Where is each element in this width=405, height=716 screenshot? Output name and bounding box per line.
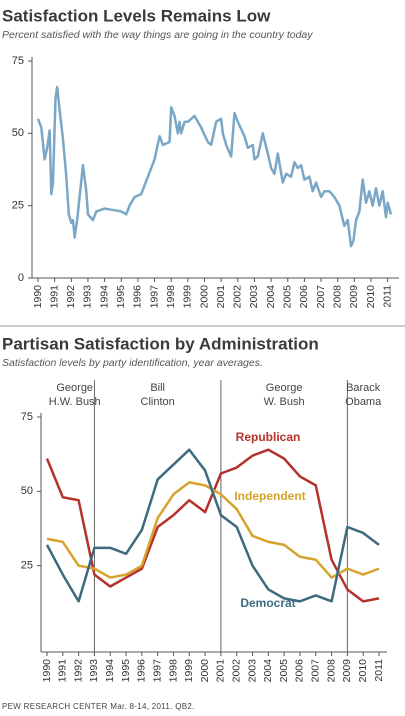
x-tick-label: 2004: [265, 285, 277, 309]
x-tick-label: 2011: [373, 659, 385, 682]
administration-label: Bill: [150, 382, 165, 394]
x-tick-label: 2011: [381, 285, 393, 308]
source: PEW RESEARCH CENTER Mar. 8-14, 2011. QB2…: [2, 702, 195, 711]
x-tick-label: 2002: [230, 659, 242, 683]
x-tick-label: 2010: [365, 285, 377, 309]
x-tick-label: 1991: [48, 285, 60, 309]
chart-subtitle: Satisfaction levels by party identificat…: [2, 357, 263, 369]
x-tick-label: 2006: [294, 659, 306, 683]
y-tick-label: 0: [18, 272, 24, 284]
x-tick-label: 1997: [151, 659, 163, 683]
x-tick-label: 1995: [115, 285, 127, 309]
x-tick-label: 2000: [199, 659, 211, 683]
y-tick-label: 75: [12, 55, 24, 67]
x-tick-label: 1999: [182, 285, 194, 309]
x-tick-label: 2003: [246, 659, 258, 683]
series-line: [46, 481, 380, 579]
x-tick-label: 2001: [215, 285, 227, 309]
y-tick-label: 25: [12, 200, 24, 212]
series-label: Democrat: [240, 596, 295, 610]
y-tick-label: 50: [21, 485, 33, 497]
series-label: Republican: [236, 430, 301, 444]
x-tick-label: 2010: [357, 659, 369, 683]
x-tick-label: 1993: [82, 285, 94, 309]
y-tick-label: 50: [12, 127, 24, 139]
x-tick-label: 2005: [278, 659, 290, 683]
x-tick-label: 2006: [298, 285, 310, 309]
chart-subtitle: Percent satisfied with the way things ar…: [2, 29, 313, 41]
x-tick-label: 2004: [262, 659, 274, 683]
x-tick-label: 1992: [72, 659, 84, 683]
x-tick-label: 1991: [57, 659, 69, 683]
x-tick-label: 1999: [183, 659, 195, 683]
chart-title: Satisfaction Levels Remains Low: [2, 6, 271, 25]
y-tick-label: 75: [21, 411, 33, 423]
x-tick-label: 2001: [215, 659, 227, 683]
x-tick-label: 2005: [282, 285, 294, 309]
administration-label: H.W. Bush: [49, 396, 101, 408]
x-tick-label: 2008: [325, 659, 337, 683]
x-tick-label: 2000: [198, 285, 210, 309]
x-tick-label: 2009: [348, 285, 360, 309]
x-tick-label: 1992: [65, 285, 77, 309]
administration-label: George: [56, 382, 93, 394]
x-tick-label: 1996: [132, 285, 144, 309]
x-tick-label: 1990: [41, 659, 53, 683]
administration-label: Barack: [346, 382, 381, 394]
x-tick-label: 2007: [315, 285, 327, 309]
x-tick-label: 1998: [165, 285, 177, 309]
x-tick-label: 1993: [88, 659, 100, 683]
x-tick-label: 2007: [310, 659, 322, 683]
x-tick-label: 1994: [98, 285, 110, 309]
chart-title: Partisan Satisfaction by Administration: [2, 334, 319, 353]
x-tick-label: 1997: [148, 285, 160, 309]
series-line: [45, 448, 380, 603]
administration-label: W. Bush: [264, 396, 305, 408]
x-tick-label: 1990: [32, 285, 44, 309]
administration-label: George: [266, 382, 303, 394]
x-tick-label: 2003: [248, 285, 260, 309]
x-tick-label: 1998: [167, 659, 179, 683]
y-tick-label: 25: [21, 560, 33, 572]
x-tick-label: 2008: [331, 285, 343, 309]
x-tick-label: 1994: [104, 659, 116, 683]
x-tick-label: 1995: [120, 659, 132, 683]
x-tick-label: 2009: [341, 659, 353, 683]
x-tick-label: 1996: [136, 659, 148, 683]
administration-label: Obama: [345, 396, 382, 408]
series-line: [36, 85, 393, 248]
series-line: [45, 448, 380, 603]
administration-label: Clinton: [141, 396, 175, 408]
x-tick-label: 2002: [232, 285, 244, 309]
series-label: Independent: [234, 489, 305, 503]
